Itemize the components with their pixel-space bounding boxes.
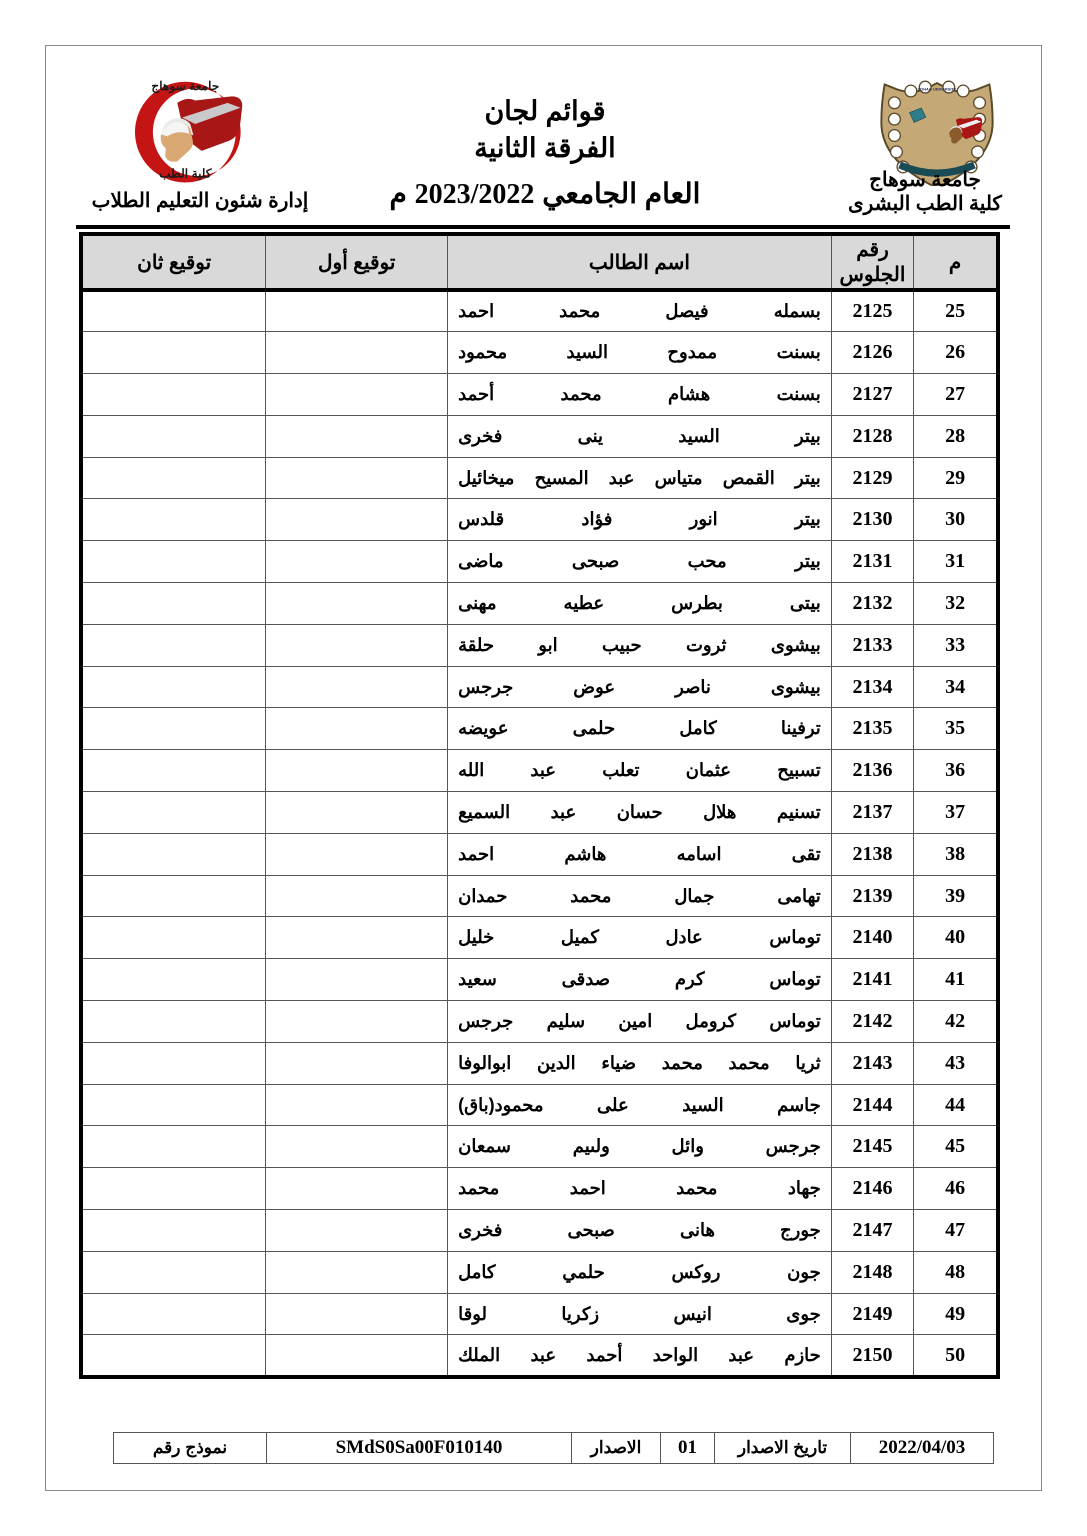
svg-text:SOHAG UNIVERSITY: SOHAG UNIVERSITY [918,86,957,91]
svg-text:جامعة سوهاج: جامعة سوهاج [151,79,219,94]
svg-text:كلية الطب: كلية الطب [159,167,212,181]
